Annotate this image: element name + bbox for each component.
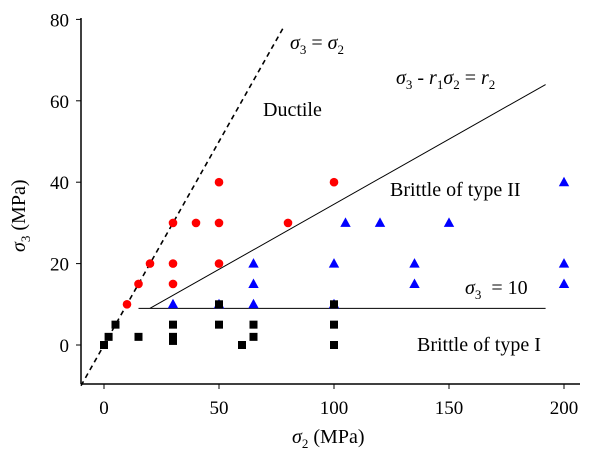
identity-dashed-line	[80, 27, 285, 387]
y-tick-label: 80	[50, 10, 69, 31]
x-tick-label: 50	[210, 398, 229, 419]
data-point-circle	[214, 259, 224, 268]
data-point-triangle	[558, 176, 570, 187]
y-tick-label: 0	[60, 336, 70, 357]
data-point-square	[330, 320, 338, 329]
y-tick-label: 20	[50, 255, 69, 276]
data-point-square	[249, 320, 258, 329]
data-point-square	[249, 332, 258, 341]
data-point-square	[169, 320, 177, 329]
data-point-circle	[168, 259, 178, 268]
data-point-triangle	[374, 217, 386, 227]
data-point-square	[134, 332, 143, 341]
data-point-triangle	[409, 278, 420, 288]
data-point-square	[215, 300, 223, 309]
region-label-brittle-type-ii: Brittle of type II	[390, 179, 521, 201]
data-point-circle	[191, 218, 201, 228]
data-point-triangle	[248, 298, 259, 309]
data-point-triangle	[443, 217, 455, 227]
data-point-square	[169, 332, 177, 341]
x-tick-label: 100	[320, 398, 349, 419]
region-label-brittle-type-i: Brittle of type I	[417, 334, 541, 356]
data-point-square	[104, 332, 113, 341]
data-point-circle	[168, 218, 178, 228]
data-point-triangle	[248, 258, 259, 268]
y-axis-title: σ3 (MPa)	[8, 180, 33, 252]
data-point-circle	[134, 279, 143, 289]
annotation-linear-criterion: σ3 - r1σ2 = r2	[396, 67, 495, 92]
y-tick-label: 60	[50, 92, 69, 113]
data-point-circle	[145, 259, 155, 268]
annotation-sigma3-eq-sigma2: σ3 = σ2	[290, 32, 344, 57]
data-point-circle	[283, 218, 293, 228]
data-point-circle	[329, 177, 339, 187]
data-point-triangle	[167, 298, 179, 309]
data-point-square	[238, 341, 246, 349]
data-points	[100, 176, 570, 349]
y-tick-label: 40	[50, 173, 69, 194]
data-point-square	[330, 300, 338, 309]
x-tick-label: 150	[435, 398, 464, 419]
data-point-triangle	[248, 278, 259, 288]
data-point-square	[111, 320, 120, 329]
data-point-triangle	[328, 258, 340, 268]
data-point-circle	[214, 177, 224, 187]
x-tick-label: 0	[99, 398, 109, 419]
data-point-triangle	[409, 258, 420, 268]
data-point-square	[215, 320, 223, 329]
data-point-square	[100, 341, 108, 349]
data-point-triangle	[558, 258, 570, 268]
data-point-square	[330, 341, 338, 349]
reference-lines	[80, 27, 546, 387]
data-point-circle	[122, 300, 132, 309]
region-label-ductile: Ductile	[263, 99, 322, 121]
data-point-circle	[168, 279, 178, 289]
data-point-square	[169, 336, 177, 345]
data-point-triangle	[558, 278, 570, 288]
data-point-triangle	[340, 217, 351, 227]
boundary-line	[149, 84, 546, 309]
tick-group: 0 50 100 150 200 0 20 40 60 80	[50, 10, 578, 419]
data-point-circle	[214, 218, 224, 228]
x-tick-label: 200	[550, 398, 579, 419]
annotation-sigma3-eq-10: σ3 = 10	[465, 277, 528, 302]
x-axis-title: σ2 (MPa)	[292, 426, 364, 451]
